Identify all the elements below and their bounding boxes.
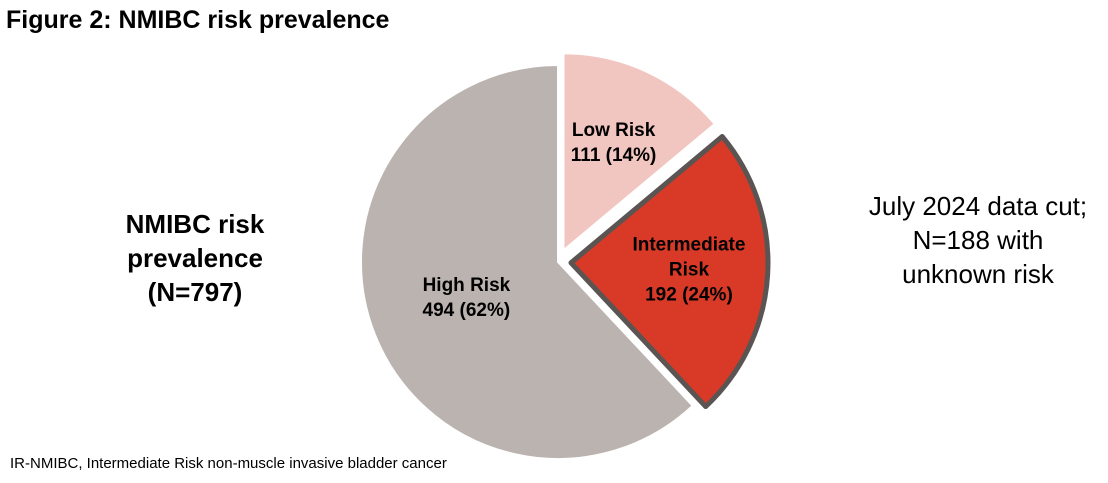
footnote: IR-NMIBC, Intermediate Risk non-muscle i… [10, 455, 447, 472]
slice-label: Intermediate Risk 192 (24%) [614, 233, 764, 308]
value-label: 494 (62%) [422, 300, 511, 322]
value-label: 111 (14%) [570, 145, 657, 167]
category-label: Intermediate Risk [632, 234, 746, 281]
slice-label: High Risk 494 (62%) [391, 273, 541, 323]
annotation: July 2024 data cut; N=188 with unknown r… [868, 191, 1088, 289]
slice-label: Low Risk 111 (14%) [539, 118, 689, 168]
category-label: High Risk [422, 275, 511, 297]
pie-slice [562, 52, 716, 252]
category-label: Low Risk [571, 120, 656, 142]
pie-slice [360, 64, 694, 460]
chart-title: Figure 2: NMIBC risk prevalence [6, 6, 390, 34]
pie-slice [568, 134, 771, 410]
value-label: 192 (24%) [645, 284, 733, 306]
annotation: NMIBC risk prevalence (N=797) [125, 209, 265, 307]
